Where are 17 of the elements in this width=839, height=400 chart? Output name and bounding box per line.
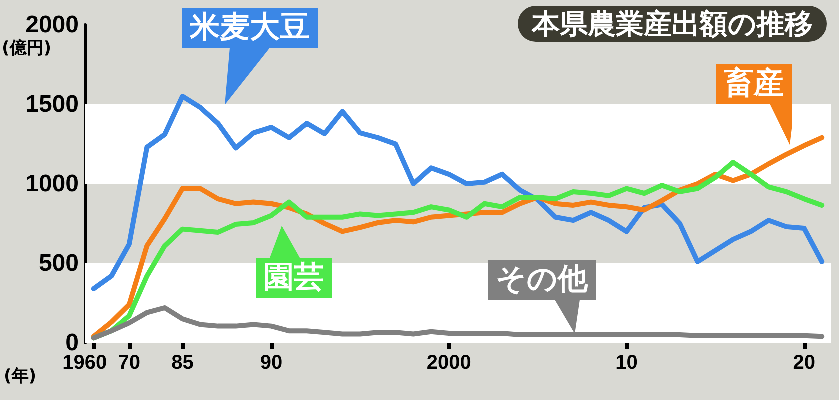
y-axis-title: (億円) [2,38,52,58]
series-label: その他 [488,260,596,334]
series-label: 米麦大豆 [182,8,318,105]
y-tick-label: 1500 [26,91,79,118]
x-tick-label: 20 [793,352,816,374]
x-axis-title: (年) [4,366,37,386]
x-tick-label: 70 [118,352,141,374]
series-label: 園芸 [256,226,332,298]
y-tick-label: 1000 [26,170,79,198]
chart-title: 本県農業産出額の推移 [531,8,813,40]
x-tick-label: 90 [260,352,283,374]
x-tick-label: 10 [616,352,638,374]
y-tick-label: 2000 [26,12,79,38]
x-tick-label: 2000 [426,352,472,374]
series-label: 畜産 [716,64,792,145]
x-tick-label: 85 [172,352,194,374]
y-tick-label: 500 [38,250,79,277]
